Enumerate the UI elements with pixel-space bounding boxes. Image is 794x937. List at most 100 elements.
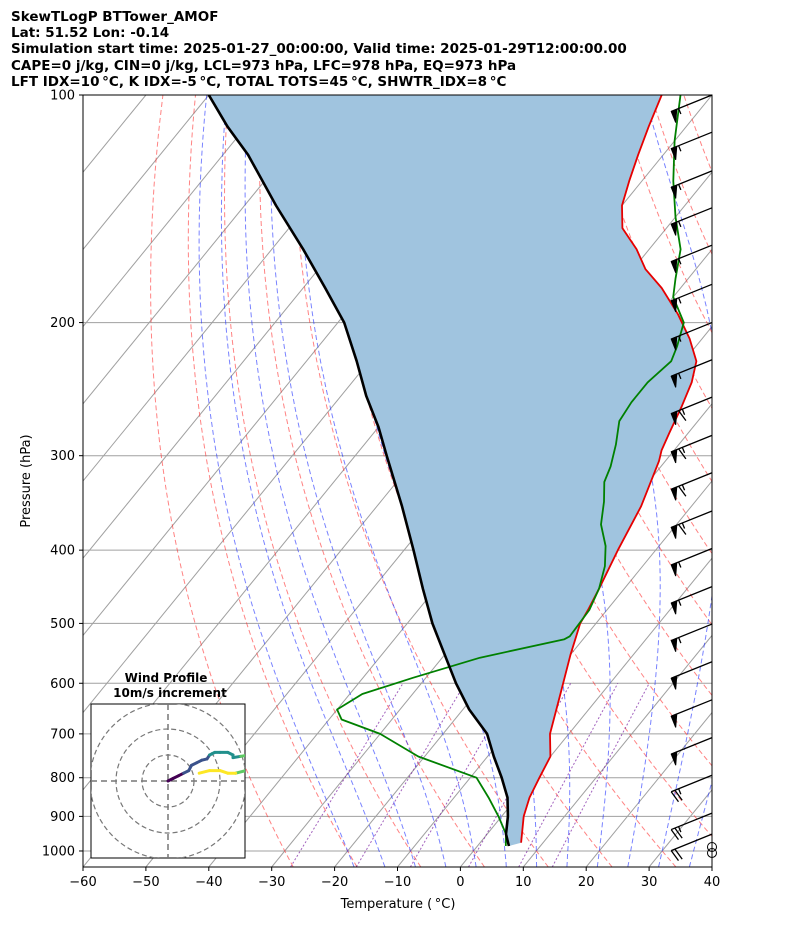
barb-half bbox=[678, 108, 682, 115]
moist-adiabat bbox=[298, 95, 477, 867]
barb-half bbox=[678, 335, 682, 342]
x-tick-label: −60 bbox=[69, 875, 96, 890]
moist-adiabat bbox=[269, 95, 447, 867]
x-tick-label: 10 bbox=[515, 875, 532, 890]
isotherm-line bbox=[711, 866, 712, 867]
barb-flag bbox=[670, 448, 678, 464]
profile-lines bbox=[207, 95, 698, 847]
barb-shaft bbox=[670, 94, 713, 113]
barb-shaft bbox=[670, 547, 713, 566]
barb-half bbox=[678, 258, 682, 265]
barb-full bbox=[678, 524, 687, 535]
barb-shaft bbox=[670, 434, 713, 453]
cape-shading bbox=[208, 95, 697, 846]
dry-adiabat bbox=[223, 95, 422, 867]
barb-half bbox=[681, 522, 686, 529]
barb-shaft bbox=[670, 586, 713, 604]
dewpoint-line bbox=[336, 95, 685, 847]
x-tick-label: 40 bbox=[704, 875, 721, 890]
dry-adiabat bbox=[650, 95, 712, 256]
convective-params-line: CAPE=0 j/kg, CIN=0 j/kg, LCL=973 hPa, LF… bbox=[11, 57, 517, 74]
moist-adiabat bbox=[244, 95, 416, 867]
x-tick-label: −20 bbox=[321, 875, 348, 890]
y-tick-label: 200 bbox=[50, 316, 75, 331]
y-tick-label: 800 bbox=[50, 771, 75, 786]
isotherm-line bbox=[83, 95, 273, 328]
x-tick-label: −40 bbox=[195, 875, 222, 890]
x-tick-label: −50 bbox=[132, 875, 159, 890]
y-tick-label: 400 bbox=[50, 544, 75, 559]
dry-adiabat bbox=[749, 95, 794, 867]
barb-shaft bbox=[670, 623, 713, 642]
barb-full bbox=[674, 848, 683, 860]
isotherm-line bbox=[83, 95, 210, 251]
time-line: Simulation start time: 2025-01-27_00:00:… bbox=[11, 41, 627, 58]
barb-shaft bbox=[670, 131, 713, 150]
isotherm-line bbox=[648, 789, 712, 867]
barb-flag bbox=[670, 637, 678, 652]
mixing-ratio-line bbox=[355, 683, 466, 867]
barb-shaft bbox=[670, 170, 713, 188]
barb-shaft bbox=[670, 774, 713, 793]
barb-flag bbox=[670, 373, 678, 388]
dry-adiabat bbox=[187, 95, 358, 867]
barb-half bbox=[681, 447, 686, 454]
x-axis-label: Temperature ( °C) bbox=[340, 897, 456, 912]
barb-shaft bbox=[670, 244, 713, 263]
hodograph-segment bbox=[197, 769, 212, 775]
y-tick-label: 600 bbox=[50, 677, 75, 692]
barb-flag bbox=[670, 561, 678, 577]
cin-cape-region bbox=[208, 95, 697, 846]
barb-half bbox=[678, 297, 682, 304]
moist-adiabat bbox=[220, 95, 386, 867]
stability-indices-line: LFT IDX=10 °C, K IDX=-5 °C, TOTAL TOTS=4… bbox=[11, 73, 507, 90]
barb-shaft bbox=[670, 359, 713, 377]
barb-flag bbox=[670, 258, 678, 273]
mixing-ratio-line bbox=[551, 683, 650, 867]
location-line: Lat: 51.52 Lon: -0.14 bbox=[11, 25, 170, 42]
isotherm-line bbox=[522, 634, 712, 867]
barb-full bbox=[670, 829, 680, 840]
barb-full bbox=[670, 791, 680, 803]
barb-flag bbox=[670, 713, 678, 728]
barb-flag bbox=[670, 410, 678, 425]
chart-title-block: SkewTLogP BTTower_AMOF Lat: 51.52 Lon: -… bbox=[11, 9, 627, 90]
moist-adiabat bbox=[198, 95, 355, 867]
barb-shaft bbox=[670, 812, 713, 831]
axis-ticks: −60 −50 −40 −30 −20 −10 0 10 20 30 40 100 200 300 400 5… bbox=[42, 89, 720, 891]
dry-adiabat bbox=[782, 95, 794, 867]
chart-title: SkewTLogP BTTower_AMOF bbox=[11, 9, 219, 25]
barb-full bbox=[678, 485, 687, 497]
x-tick-label: 30 bbox=[641, 875, 658, 890]
barb-half bbox=[681, 408, 686, 415]
temperature-line bbox=[520, 95, 698, 843]
moist-adiabat bbox=[720, 95, 794, 867]
barb-shaft bbox=[670, 661, 713, 679]
barb-shaft bbox=[670, 321, 713, 340]
y-axis-label: Pressure (hPa) bbox=[19, 434, 34, 527]
y-tick-label: 500 bbox=[50, 617, 75, 632]
barb-shaft bbox=[670, 833, 713, 852]
barb-full bbox=[678, 410, 687, 422]
barb-half bbox=[678, 788, 682, 795]
barb-flag bbox=[670, 108, 678, 123]
isotherm-line bbox=[460, 557, 712, 867]
moist-adiabat bbox=[644, 95, 712, 867]
moist-adiabat bbox=[752, 95, 794, 867]
dry-adiabat bbox=[716, 95, 794, 867]
barb-half bbox=[678, 637, 682, 644]
x-tick-label: 0 bbox=[456, 875, 464, 890]
hodograph-segment bbox=[239, 754, 245, 758]
y-tick-label: 1000 bbox=[42, 844, 75, 859]
barb-flag bbox=[670, 675, 678, 690]
barb-flag bbox=[670, 184, 678, 199]
mixing-ratio-line bbox=[518, 683, 619, 867]
dry-adiabat bbox=[150, 95, 294, 867]
hodograph-inset: Wind Profile 10m/s increment bbox=[90, 671, 246, 859]
barb-flag bbox=[670, 751, 678, 766]
hodograph-subtitle: 10m/s increment bbox=[113, 686, 227, 700]
barb-half bbox=[678, 826, 682, 833]
barb-shaft bbox=[670, 283, 713, 302]
barb-shaft bbox=[670, 207, 713, 225]
